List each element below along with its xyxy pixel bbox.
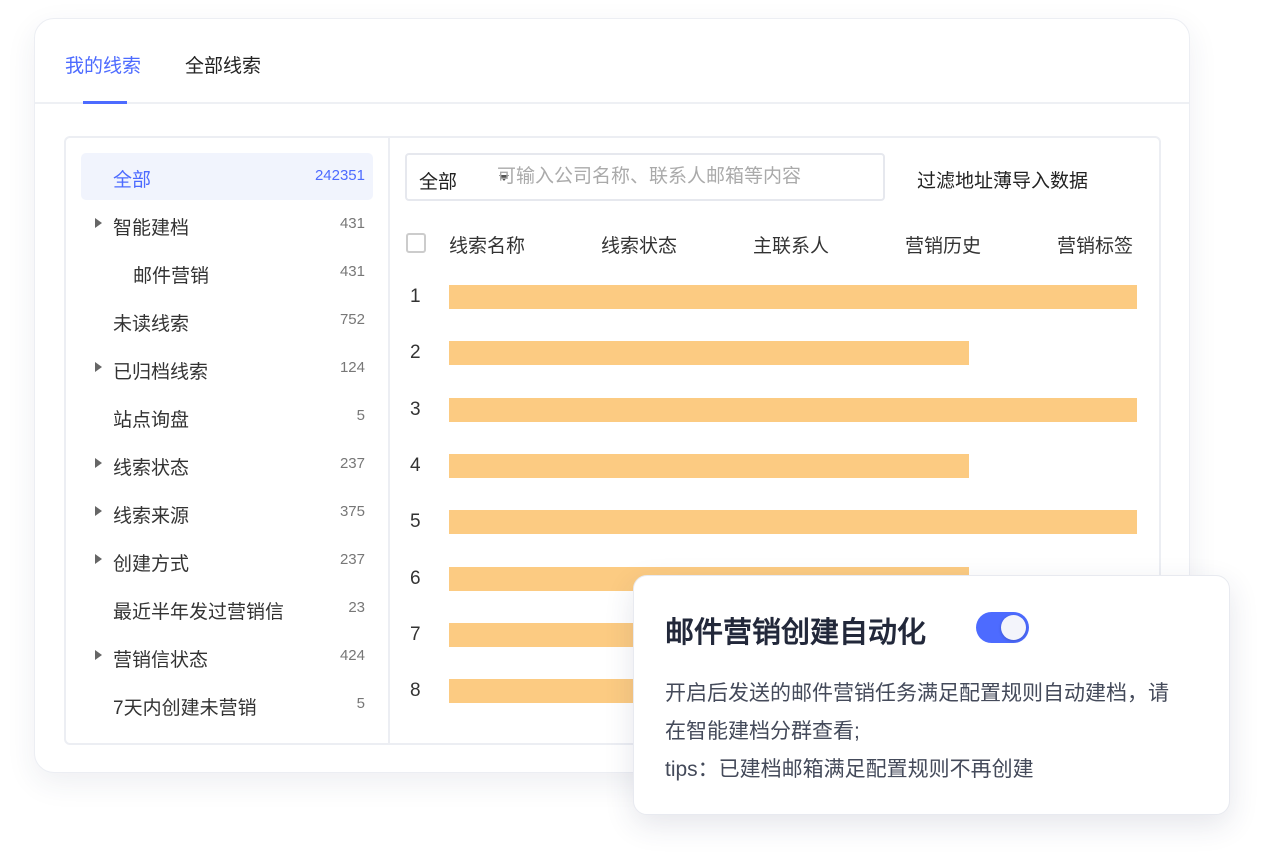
sidebar-item[interactable]: 7天内创建未营销 5 [81,681,373,728]
sidebar-item[interactable]: 线索状态 237 [81,441,373,488]
column-header[interactable]: 营销标签 [1057,236,1134,257]
sidebar-item-count: 124 [339,359,365,376]
sidebar-item-count: 5 [356,695,365,712]
caret-right-icon[interactable] [95,554,102,564]
popup-title: 邮件营销创建自动化 [665,617,927,649]
caret-right-icon[interactable] [95,506,102,516]
sidebar-item[interactable]: 智能建档 431 [81,201,373,248]
column-header[interactable]: 营销历史 [905,236,982,257]
leads-card: 我的线索 全部线索 全部 242351 智能建档 431 邮件营销 431 未读线索 752 已… [34,18,1190,773]
row-index: 5 [410,511,421,533]
sidebar-item-label: 站点询盘 [113,410,190,431]
row-placeholder-bar[interactable] [449,341,970,366]
scope-select[interactable]: 全部 [419,172,458,193]
sidebar-item[interactable]: 线索来源 375 [81,489,373,536]
popup-description: 开启后发送的邮件营销任务满足配置规则自动建档，请在智能建档分群查看; tips：… [665,675,1185,789]
row-index: 2 [410,342,421,364]
row-index: 4 [410,454,421,476]
tips-text: tips：已建档邮箱满足配置规则不再创建 [665,758,1034,781]
sidebar-item-label: 智能建档 [113,218,190,239]
tab-my-leads[interactable]: 我的线索 [65,56,142,77]
sidebar-item-label: 营销信状态 [113,650,209,671]
sidebar-item-count: 23 [348,599,365,616]
tab-bar: 我的线索 全部线索 [35,19,1189,104]
row-index: 6 [410,567,421,589]
sidebar-item-label: 创建方式 [113,554,190,575]
sidebar-item-label: 全部 [113,170,152,191]
column-header[interactable]: 线索名称 [449,236,526,257]
sidebar-item-count: 242351 [314,167,365,184]
column-header[interactable]: 线索状态 [601,236,678,257]
row-index: 7 [410,623,421,645]
row-index: 8 [410,680,421,702]
caret-right-icon[interactable] [95,218,102,228]
sidebar-item-count: 752 [339,311,365,328]
toggle-knob [1001,615,1026,640]
sidebar-item-label: 邮件营销 [133,266,210,287]
sidebar-item-count: 375 [339,503,365,520]
sidebar-item[interactable]: 站点询盘 5 [81,393,373,440]
sidebar-item[interactable]: 未读线索 752 [81,297,373,344]
tab-all-leads[interactable]: 全部线索 [185,56,262,77]
caret-right-icon[interactable] [95,362,102,372]
row-index: 3 [410,398,421,420]
sidebar-item[interactable]: 创建方式 237 [81,537,373,584]
sidebar-item-label: 线索状态 [113,458,190,479]
active-tab-indicator [83,101,127,104]
sidebar-item[interactable]: 已归档线索 124 [81,345,373,392]
sidebar-item-count: 237 [339,551,365,568]
caret-right-icon[interactable] [95,458,102,468]
row-placeholder-bar[interactable] [449,285,1137,309]
row-index: 1 [410,286,421,307]
sidebar-item-count: 237 [339,455,365,472]
search-input[interactable] [497,163,877,191]
row-placeholder-bar[interactable] [449,510,1137,535]
sidebar: 全部 242351 智能建档 431 邮件营销 431 未读线索 752 已归档线索 124 站点询… [66,138,390,743]
sidebar-item-label: 已归档线索 [113,362,209,383]
search-bar: 全部 [405,153,885,201]
select-all-checkbox[interactable] [406,233,426,253]
description-text: 开启后发送的邮件营销任务满足配置规则自动建档，请在智能建档分群查看; [665,682,1169,743]
caret-right-icon[interactable] [95,650,102,660]
sidebar-item-count: 431 [339,263,365,280]
column-header[interactable]: 主联系人 [753,236,830,257]
sidebar-item-label: 7天内创建未营销 [113,698,257,719]
sidebar-item[interactable]: 营销信状态 424 [81,633,373,680]
sidebar-item-count: 424 [339,647,365,664]
automation-popup: 邮件营销创建自动化 开启后发送的邮件营销任务满足配置规则自动建档，请在智能建档分… [633,575,1230,815]
sidebar-item[interactable]: 邮件营销 431 [81,249,373,296]
sidebar-item-label: 未读线索 [113,314,190,335]
sidebar-item-label: 最近半年发过营销信 [113,602,285,623]
row-placeholder-bar[interactable] [449,397,1137,422]
automation-toggle[interactable] [976,612,1029,643]
sidebar-item[interactable]: 最近半年发过营销信 23 [81,585,373,632]
sidebar-item[interactable]: 全部 242351 [81,153,373,200]
sidebar-item-count: 5 [356,407,365,424]
sidebar-item-label: 线索来源 [113,506,190,527]
sidebar-item-count: 431 [339,215,365,232]
filter-import-link[interactable]: 过滤地址薄导入数据 [917,171,1089,192]
row-placeholder-bar[interactable] [449,453,970,478]
